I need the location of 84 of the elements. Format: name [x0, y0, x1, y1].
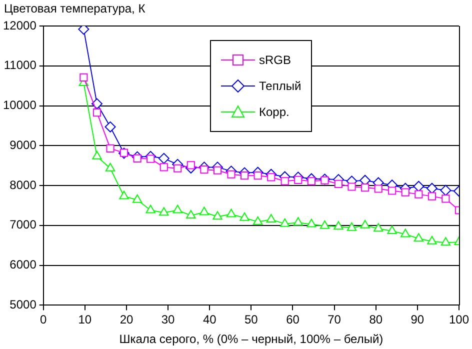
point	[334, 180, 342, 188]
point	[427, 236, 437, 244]
point	[212, 211, 222, 220]
y-axis-title: Цветовая температура, К	[4, 1, 146, 16]
legend-label: Корр.	[259, 105, 290, 119]
x-tick-label: 10	[78, 312, 92, 327]
point	[414, 233, 424, 242]
point	[374, 184, 382, 193]
point	[401, 188, 410, 196]
point	[293, 217, 303, 226]
x-tick-label: 80	[369, 312, 383, 327]
point	[320, 176, 329, 184]
point	[146, 204, 156, 214]
point	[400, 228, 410, 238]
point	[267, 173, 276, 182]
point	[253, 216, 263, 225]
point	[78, 26, 90, 35]
point	[133, 154, 142, 162]
point	[280, 218, 290, 227]
y-tick-label: 5000	[10, 298, 37, 312]
x-axis-title: Шкала серого, % (0% – черный, 100% – белый)	[119, 332, 384, 346]
point	[186, 210, 196, 218]
x-tick-label: 20	[120, 312, 134, 327]
point	[159, 207, 169, 216]
point	[294, 176, 302, 184]
point	[213, 166, 222, 174]
point	[334, 221, 344, 230]
point	[320, 220, 330, 229]
point	[105, 162, 116, 172]
x-tick-label: 90	[410, 312, 424, 327]
point	[146, 154, 155, 163]
point	[226, 208, 236, 218]
point	[106, 144, 114, 152]
x-tick-label: 70	[328, 312, 342, 327]
point	[104, 121, 116, 132]
point	[387, 226, 397, 234]
point	[199, 206, 210, 216]
y-tick-label: 12000	[2, 18, 37, 32]
point	[92, 108, 102, 117]
point	[426, 182, 438, 194]
point	[414, 190, 423, 198]
point	[160, 163, 168, 172]
point	[132, 194, 142, 203]
y-tick-label: 6000	[10, 258, 37, 272]
y-tick-label: 11000	[4, 58, 37, 72]
point	[374, 223, 384, 232]
point	[348, 182, 356, 191]
point	[440, 184, 452, 196]
point	[80, 73, 88, 82]
point	[388, 186, 396, 195]
point	[119, 190, 129, 200]
point	[413, 180, 424, 192]
point	[158, 152, 170, 164]
point	[280, 177, 289, 186]
point	[92, 150, 102, 160]
y-tick-label: 9000	[10, 138, 37, 152]
point	[172, 204, 182, 214]
point	[307, 177, 316, 186]
y-tick-label: 7000	[10, 218, 37, 232]
point	[254, 172, 262, 180]
point	[240, 172, 249, 180]
x-tick-label: 60	[286, 312, 300, 327]
x-tick-label: 50	[244, 312, 258, 327]
point	[442, 194, 450, 203]
point	[306, 218, 316, 228]
legend-label: sRGB	[259, 53, 292, 67]
x-tick-label: 40	[202, 312, 217, 327]
point	[227, 170, 236, 178]
x-tick-label: 30	[161, 312, 176, 327]
legend-label: Теплый	[259, 79, 302, 93]
point	[186, 161, 195, 170]
point	[360, 220, 370, 228]
point	[361, 184, 370, 192]
point	[440, 237, 451, 246]
point	[240, 212, 250, 221]
point	[174, 164, 182, 172]
point	[428, 192, 436, 200]
point	[346, 222, 357, 231]
y-tick-label: 10000	[2, 98, 37, 112]
y-tick-label: 8000	[10, 178, 37, 192]
point	[200, 166, 208, 174]
x-tick-label: 0	[40, 312, 48, 327]
point	[266, 214, 276, 222]
x-tick-label: 100	[448, 312, 470, 327]
